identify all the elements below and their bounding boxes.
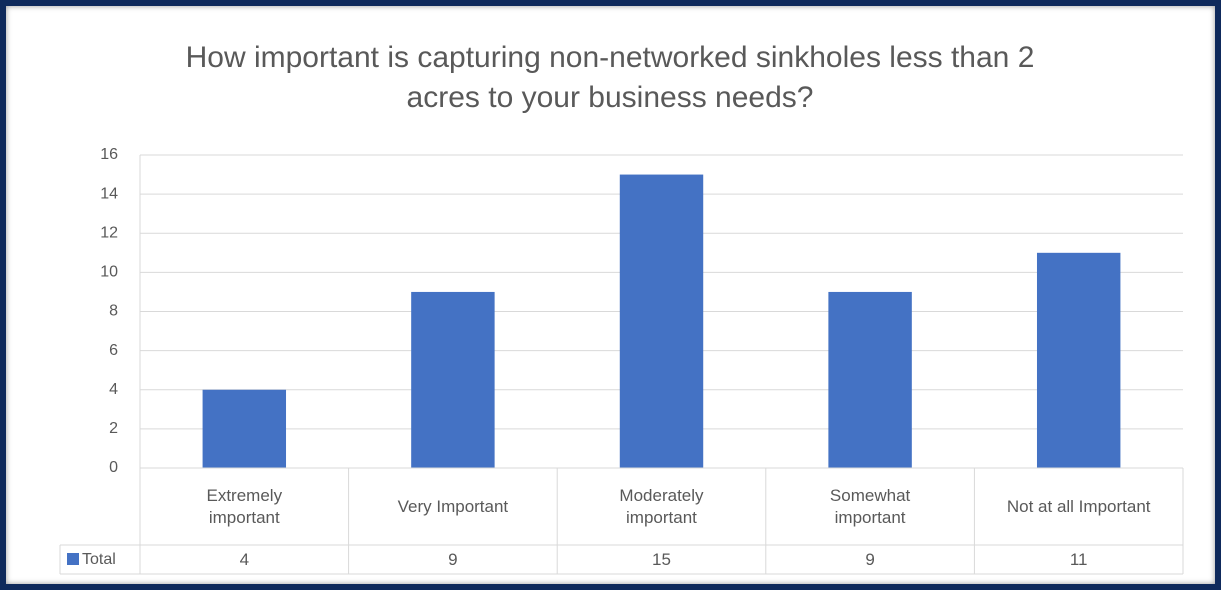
y-tick-label: 2 [109, 420, 118, 437]
x-tick-label: Not at all Important [1006, 496, 1151, 516]
chart-title: How important is capturing non-networked… [185, 41, 1035, 114]
x-tick-label: Somewhat important [829, 485, 911, 527]
data-table-value: 11 [1069, 549, 1088, 569]
bar [202, 389, 287, 468]
data-table-value: 9 [865, 549, 875, 569]
y-tick-label: 16 [100, 146, 118, 163]
bar [1036, 252, 1121, 468]
y-tick-label: 10 [100, 264, 118, 281]
data-table-value: 9 [448, 549, 458, 569]
data-table-value: 15 [652, 549, 671, 569]
y-tick-label: 14 [100, 185, 118, 202]
x-tick-label: Moderately important [619, 485, 704, 527]
y-tick-label: 8 [109, 303, 118, 320]
bar [619, 174, 704, 468]
y-tick-label: 0 [109, 459, 118, 476]
x-tick-label: Very Important [397, 496, 509, 516]
bar [828, 291, 912, 468]
y-tick-label: 4 [109, 381, 118, 398]
x-tick-label: Extremely important [206, 485, 283, 527]
bar [411, 291, 495, 468]
legend-label: Total [82, 551, 116, 568]
y-tick-label: 12 [100, 224, 118, 241]
legend-key [67, 553, 79, 565]
data-table-value: 4 [239, 549, 250, 569]
y-tick-label: 6 [109, 342, 118, 359]
